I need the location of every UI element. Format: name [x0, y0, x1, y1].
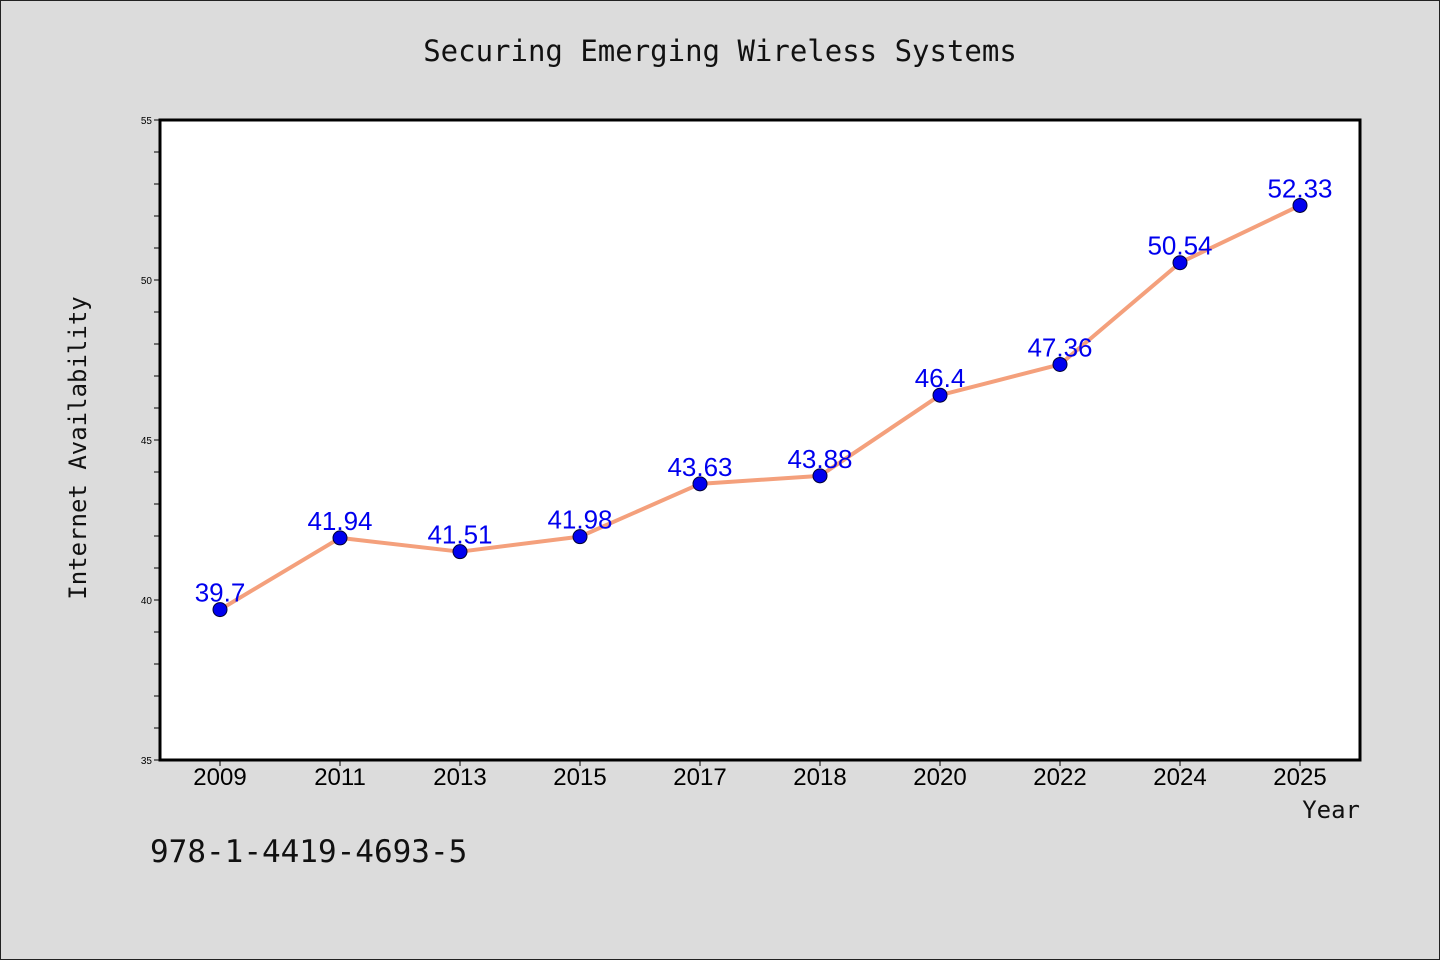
x-tick-label: 2022 [1033, 764, 1086, 791]
data-labels-group: 39.7 41.94 41.51 41.98 43.63 43.88 46.4 47.36 50… [195, 173, 1333, 607]
x-axis-label: Year [1302, 796, 1360, 824]
data-label: 43.63 [667, 452, 732, 482]
x-tick-label: 2020 [913, 764, 966, 791]
x-tick-label: 2024 [1153, 764, 1206, 791]
y-tick-label: 45 [141, 436, 153, 447]
y-tick-label: 50 [141, 276, 153, 287]
data-label: 41.94 [307, 506, 372, 536]
chart-title: Securing Emerging Wireless Systems [423, 34, 1017, 68]
data-label: 43.88 [787, 444, 852, 474]
data-label: 50.54 [1147, 231, 1212, 261]
data-point [1052, 356, 1068, 372]
data-point [212, 602, 228, 618]
data-label: 41.51 [427, 520, 492, 550]
y-tick-label: 40 [141, 596, 153, 607]
x-tick-label: 2015 [553, 764, 606, 791]
isbn-text: 978-1-4419-4693-5 [150, 834, 468, 870]
data-point [812, 468, 828, 484]
y-axis: 35 40 45 50 55 [141, 116, 160, 767]
data-point [332, 530, 348, 546]
x-tick-label: 2018 [793, 764, 846, 791]
data-label: 47.36 [1027, 332, 1092, 362]
x-tick-label: 2025 [1273, 764, 1326, 791]
x-tick-label: 2013 [433, 764, 486, 791]
data-point [452, 544, 468, 560]
x-axis: 2009 2011 2013 2015 2017 2018 2020 2022 2024 2025 [193, 760, 1327, 791]
data-point [692, 476, 708, 492]
data-label: 39.7 [195, 578, 246, 608]
y-tick-label: 55 [141, 116, 153, 127]
data-point [572, 529, 588, 545]
x-tick-label: 2009 [193, 764, 246, 791]
plot-area [160, 120, 1360, 760]
data-point [1172, 255, 1188, 271]
data-label: 52.33 [1267, 173, 1332, 203]
data-point [1292, 197, 1308, 213]
x-tick-label: 2017 [673, 764, 726, 791]
plot-border [158, 118, 1362, 762]
x-tick-label: 2011 [314, 764, 366, 791]
series-line [218, 203, 1301, 612]
series-line-group [212, 197, 1308, 618]
data-label: 46.4 [915, 363, 966, 393]
y-tick-label: 35 [141, 756, 153, 767]
data-point [932, 387, 948, 403]
data-label: 41.98 [547, 505, 612, 535]
